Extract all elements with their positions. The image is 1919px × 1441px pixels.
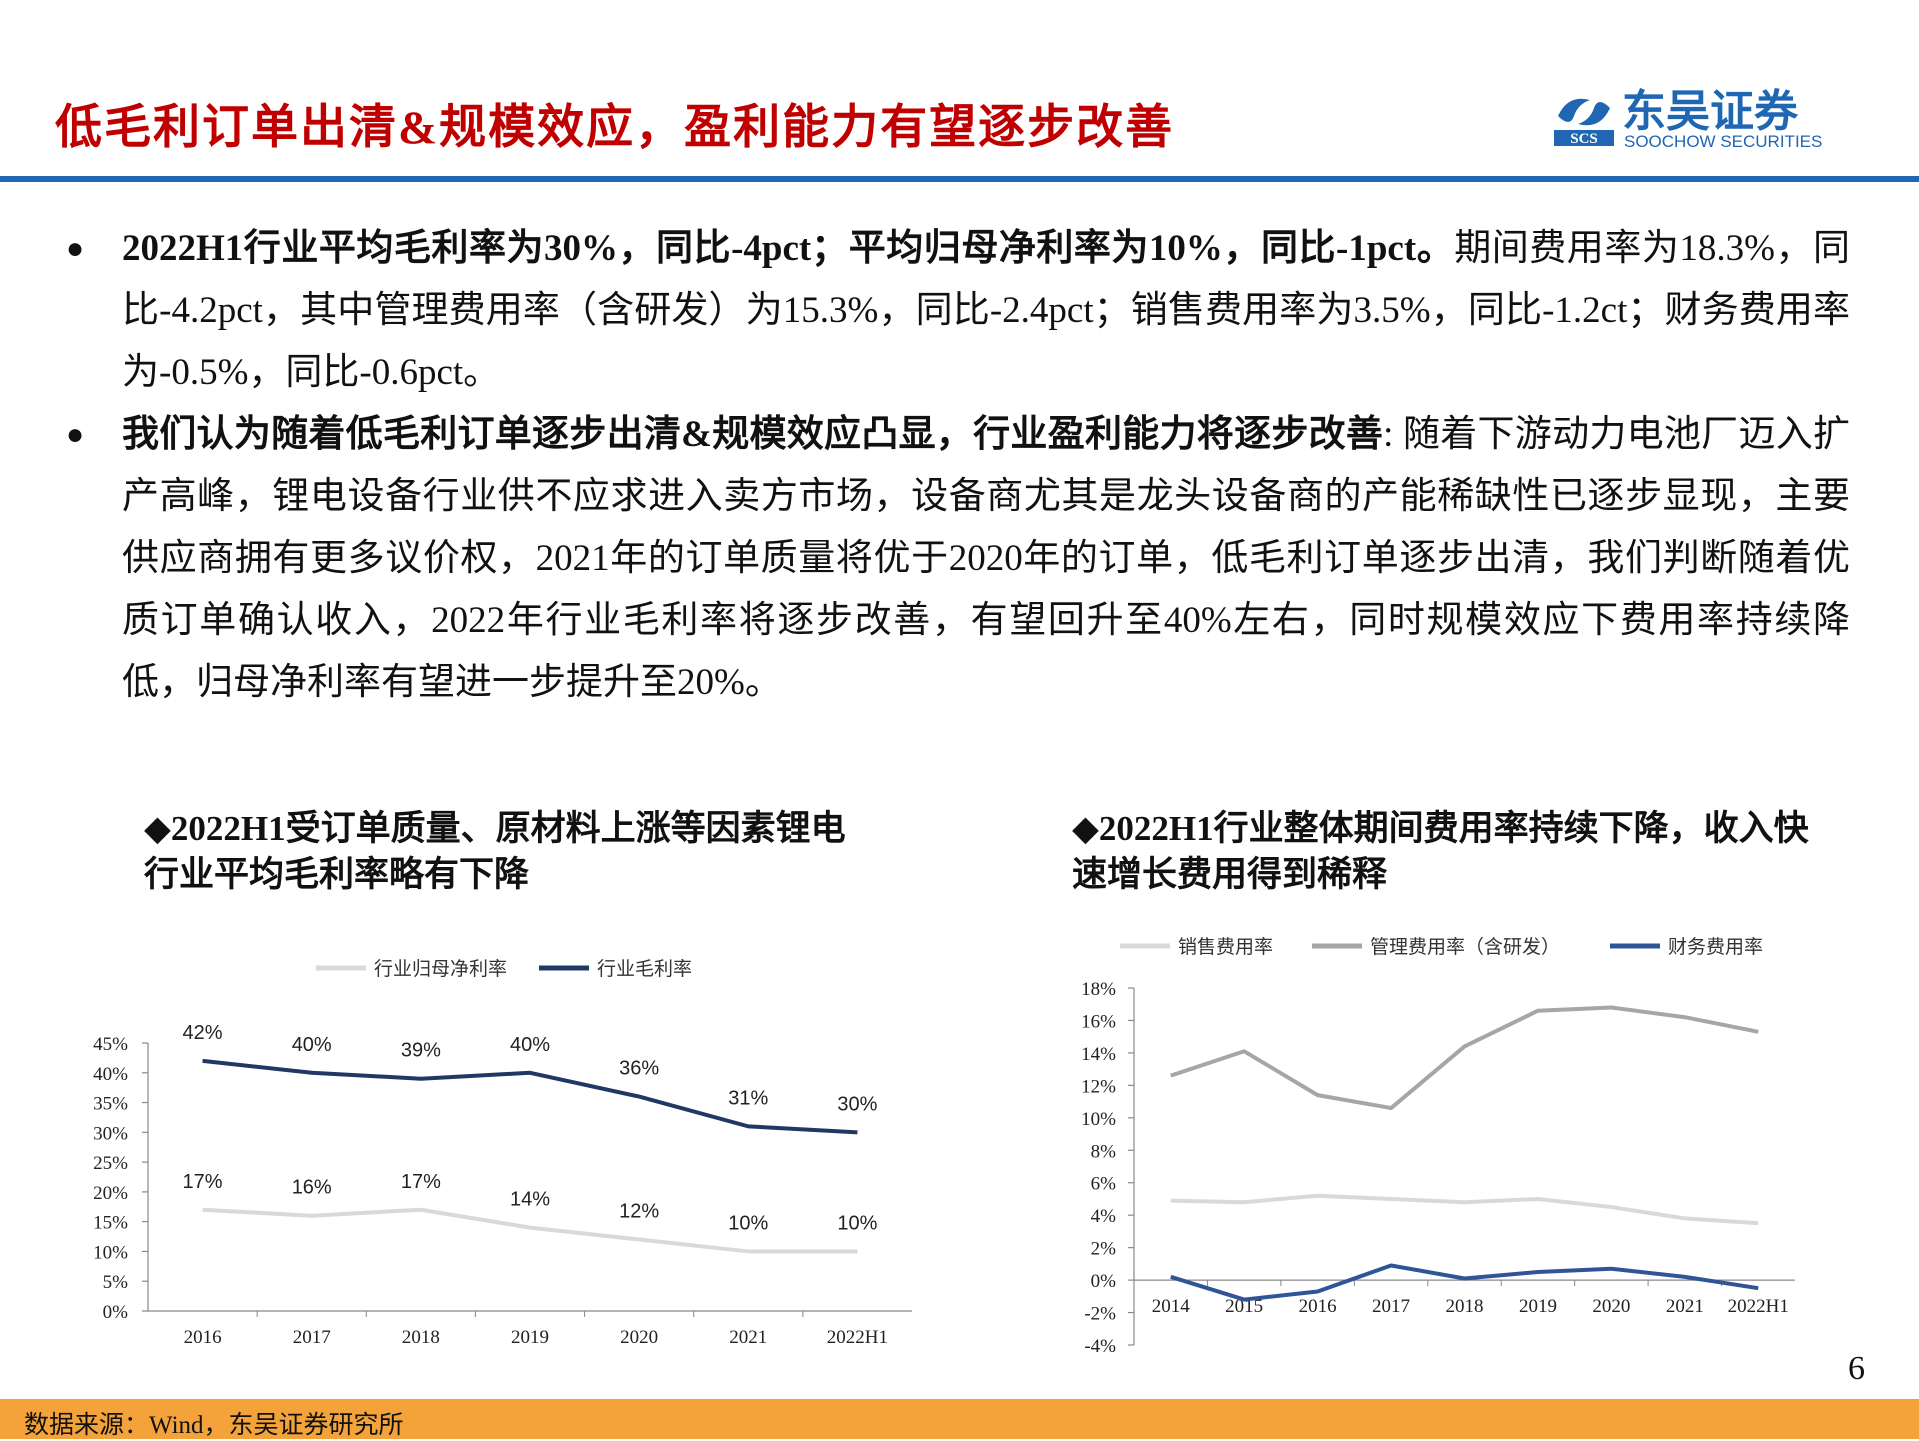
legend-label: 管理费用率（含研发） [1370, 936, 1560, 958]
x-tick-label: 2014 [1152, 1296, 1191, 1317]
x-tick-label: 2016 [1299, 1296, 1337, 1317]
x-tick-label: 2022H1 [827, 1327, 888, 1348]
bullet-bold: 2022H1行业平均毛利率为30%，同比-4pct；平均归母净利率为10%，同比… [122, 228, 1455, 269]
y-tick-label: 16% [1081, 1011, 1116, 1032]
y-tick-label: 2% [1091, 1239, 1117, 1260]
series-line [1170, 1005, 1759, 1111]
bullet-dot: ● [66, 232, 85, 265]
y-tick-label: 15% [93, 1213, 128, 1234]
y-tick-label: 0% [103, 1302, 129, 1323]
header-rule [0, 176, 1919, 182]
x-tick-label: 2017 [293, 1327, 331, 1348]
slide-title: 低毛利订单出清&规模效应，盈利能力有望逐步改善 [55, 102, 1175, 154]
y-tick-label: 8% [1091, 1141, 1117, 1162]
bullet: ● 2022H1行业平均毛利率为30%，同比-4pct；平均归母净利率为10%，同… [60, 218, 1850, 404]
y-tick-label: 30% [93, 1123, 128, 1144]
chart-title: ◆2022H1受订单质量、原材料上涨等因素锂电行业平均毛利率略有下降 [144, 809, 846, 894]
bullet-text: 期间费用率为18.3%，同比-4.2pct，其中管理费用率（含研发）为15.3%… [122, 228, 1850, 393]
bullet-bold: 我们认为随着低毛利订单逐步出清&规模效应凸显，行业盈利能力将逐步改善 [122, 414, 1384, 455]
x-tick-label: 2015 [1225, 1296, 1263, 1317]
y-tick-label: 25% [93, 1153, 128, 1174]
series-line [1170, 1263, 1759, 1302]
data-label: 42% [183, 1022, 223, 1044]
bullet: ● 我们认为随着低毛利订单逐步出清&规模效应凸显，行业盈利能力将逐步改善: 随着下… [60, 404, 1850, 714]
bullet-list: ● 2022H1行业平均毛利率为30%，同比-4pct；平均归母净利率为10%，同… [60, 218, 1850, 714]
data-label: 30% [837, 1093, 877, 1115]
bullet-dot: ● [66, 418, 85, 451]
series-line [202, 1058, 858, 1135]
page-number: 6 [1848, 1350, 1865, 1387]
data-label: 40% [292, 1034, 332, 1056]
logo-name: 东吴证券 [1622, 87, 1799, 136]
data-label: 12% [619, 1201, 659, 1223]
logo-en: SOOCHOW SECURITIES [1624, 132, 1822, 151]
y-tick-label: -2% [1084, 1304, 1116, 1325]
y-tick-label: 5% [103, 1272, 129, 1293]
x-tick-label: 2020 [1592, 1296, 1630, 1317]
data-label: 17% [401, 1171, 441, 1193]
y-tick-label: 14% [1081, 1044, 1116, 1065]
x-tick-label: 2019 [511, 1327, 549, 1348]
y-tick-label: 10% [1081, 1109, 1116, 1130]
series-line [202, 1207, 858, 1254]
x-tick-label: 2021 [729, 1327, 767, 1348]
legend-label: 财务费用率 [1668, 936, 1763, 958]
series-line [1170, 1193, 1759, 1226]
data-label: 10% [728, 1212, 768, 1234]
y-tick-label: 0% [1091, 1271, 1117, 1292]
y-tick-label: 4% [1091, 1206, 1117, 1227]
x-tick-label: 2019 [1519, 1296, 1557, 1317]
logo-band [1554, 130, 1614, 146]
x-tick-label: 2020 [620, 1327, 658, 1348]
data-label: 17% [183, 1171, 223, 1193]
x-tick-label: 2018 [402, 1327, 440, 1348]
charts: 0% 5% 10% 15% 20% 25% 30% 35% 40% 45% 2016 2017 2018… [93, 936, 1795, 1357]
x-tick-label: 2017 [1372, 1296, 1410, 1317]
legend-label: 销售费用率 [1178, 936, 1273, 958]
data-label: 40% [510, 1034, 550, 1056]
y-tick-label: -4% [1084, 1336, 1116, 1357]
legend-label: 行业归母净利率 [374, 958, 507, 980]
y-tick-label: 20% [93, 1183, 128, 1204]
y-tick-label: 18% [1081, 979, 1116, 1000]
y-tick-label: 6% [1091, 1174, 1117, 1195]
data-label: 39% [401, 1040, 441, 1062]
logo-icon [1558, 98, 1590, 122]
source-note: 数据来源：Wind，东吴证券研究所 [24, 1412, 404, 1439]
logo-icon [1578, 102, 1610, 126]
x-tick-label: 2022H1 [1728, 1296, 1789, 1317]
y-tick-label: 35% [93, 1094, 128, 1115]
data-label: 16% [292, 1177, 332, 1199]
legend-label: 行业毛利率 [597, 958, 692, 980]
data-label: 36% [619, 1058, 659, 1080]
data-label: 14% [510, 1189, 550, 1211]
x-tick-label: 2021 [1666, 1296, 1704, 1317]
x-tick-label: 2018 [1446, 1296, 1484, 1317]
data-label: 10% [837, 1212, 877, 1234]
y-tick-label: 40% [93, 1064, 128, 1085]
footer-bar [0, 1399, 1919, 1439]
chart-title: ◆2022H1行业整体期间费用率持续下降，收入快速增长费用得到稀释 [1072, 809, 1809, 894]
y-tick-label: 12% [1081, 1076, 1116, 1097]
x-tick-label: 2016 [184, 1327, 222, 1348]
y-tick-label: 10% [93, 1242, 128, 1263]
data-label: 31% [728, 1087, 768, 1109]
logo: SCS 东吴证券 SOOCHOW SECURITIES [1554, 87, 1822, 151]
y-tick-label: 45% [93, 1034, 128, 1055]
bullet-text: : 随着下游动力电池厂迈入扩产高峰，锂电设备行业供不应求进入卖方市场，设备商尤其… [122, 414, 1850, 703]
logo-mark: SCS [1570, 131, 1598, 147]
